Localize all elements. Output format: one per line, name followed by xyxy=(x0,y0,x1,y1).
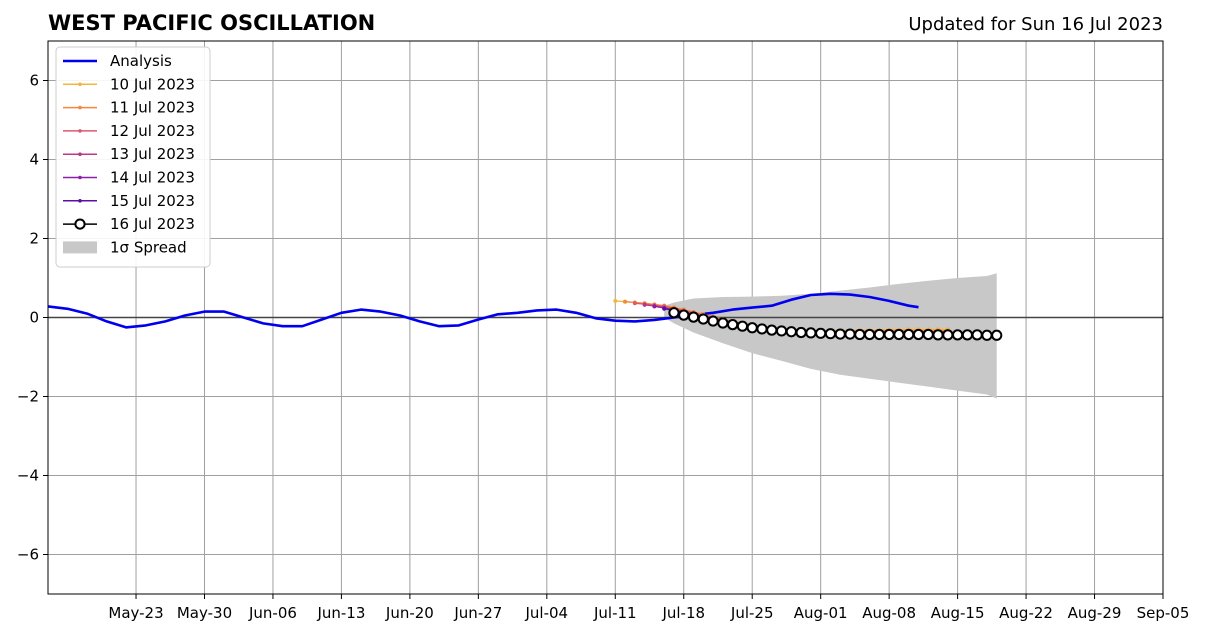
forecast-point xyxy=(652,304,657,309)
legend-box xyxy=(55,46,211,268)
legend-label: 1σ Spread xyxy=(110,238,187,256)
x-tick-label: Aug-15 xyxy=(931,604,985,622)
legend-swatch-marker xyxy=(74,218,86,230)
forecast-point xyxy=(922,328,934,341)
y-tick-label: 0 xyxy=(29,309,39,327)
legend-label: 14 Jul 2023 xyxy=(110,169,195,187)
x-tick-label: May-30 xyxy=(177,604,232,622)
x-tick-label: Jun-13 xyxy=(316,604,365,622)
forecast-point xyxy=(707,315,719,327)
forecast-point xyxy=(785,326,797,338)
forecast-point xyxy=(952,329,964,341)
x-tick-label: May-23 xyxy=(108,604,163,622)
x-tick-label: Jun-06 xyxy=(248,604,297,622)
forecast-point xyxy=(883,328,895,341)
legend: Analysis 10 Jul 2023 11 Jul 2023 12 Jul 202… xyxy=(55,46,211,268)
forecast-point xyxy=(736,320,749,332)
forecast-point xyxy=(903,328,915,341)
legend-label: 10 Jul 2023 xyxy=(110,75,195,93)
forecast-point xyxy=(932,329,944,341)
x-tick-label: Jun-27 xyxy=(453,604,502,622)
forecast-point xyxy=(942,329,954,341)
forecast-point xyxy=(632,301,637,306)
forecast-point xyxy=(687,311,700,323)
forecast-point xyxy=(824,328,837,340)
legend-swatch-marker xyxy=(78,105,82,110)
forecast-point xyxy=(863,328,876,341)
legend-swatch-marker xyxy=(78,129,82,133)
forecast-point xyxy=(613,298,618,303)
y-tick-label: −6 xyxy=(17,546,39,564)
legend-label: 12 Jul 2023 xyxy=(110,122,195,140)
forecast-point xyxy=(623,299,628,304)
forecast-point xyxy=(662,306,667,311)
series-layer xyxy=(47,292,1003,341)
forecast-point xyxy=(678,309,690,321)
legend-label: 16 Jul 2023 xyxy=(110,215,195,233)
forecast-point xyxy=(805,327,817,339)
forecast-point xyxy=(756,323,768,335)
forecast-point xyxy=(971,329,983,341)
y-tick-label: −4 xyxy=(17,467,39,485)
x-tick-label: Jul-04 xyxy=(525,604,569,622)
x-tick-label: Jul-18 xyxy=(661,604,705,622)
forecast-point xyxy=(981,329,993,341)
forecast-point xyxy=(766,324,778,336)
forecast-point xyxy=(834,328,846,340)
forecast-point xyxy=(991,329,1003,341)
analysis-line xyxy=(47,292,919,329)
legend-swatch-marker xyxy=(78,175,82,180)
forecast-point xyxy=(795,326,807,339)
x-tick-label: Jul-11 xyxy=(593,604,637,622)
legend-swatch xyxy=(63,241,97,254)
chart-subtitle: Updated for Sun 16 Jul 2023 xyxy=(908,14,1163,35)
y-tick-label: 2 xyxy=(29,230,39,248)
y-tick-label: 6 xyxy=(29,72,39,90)
forecast-point xyxy=(815,327,827,339)
x-tick-label: Jun-20 xyxy=(385,604,434,622)
forecast-point xyxy=(642,302,647,307)
forecast-point xyxy=(746,322,758,334)
x-tick-label: Aug-01 xyxy=(794,604,848,622)
forecast-point xyxy=(775,325,788,337)
forecast-point xyxy=(844,328,856,340)
x-tick-label: Aug-08 xyxy=(862,604,916,622)
x-tick-label: Jul-25 xyxy=(730,604,774,622)
legend-swatch-marker xyxy=(78,82,82,87)
forecast-point xyxy=(873,328,885,341)
axis-ticks: May-23 May-30 Jun-06 Jun-13 Jun-20 Jun-27 Jul-… xyxy=(17,72,1190,623)
chart-title: WEST PACIFIC OSCILLATION xyxy=(48,11,375,35)
legend-label: 15 Jul 2023 xyxy=(110,192,195,210)
x-tick-label: Sep-05 xyxy=(1137,604,1190,622)
legend-label: Analysis xyxy=(110,52,172,70)
forecast-point xyxy=(912,328,925,341)
forecast-series xyxy=(668,307,1003,341)
legend-swatch-marker xyxy=(78,152,82,156)
forecast-point xyxy=(717,317,729,329)
legend-label: 11 Jul 2023 xyxy=(110,99,195,117)
y-tick-label: −2 xyxy=(17,388,39,406)
forecast-point xyxy=(668,307,680,319)
forecast-point xyxy=(893,328,905,341)
y-tick-label: 4 xyxy=(29,151,39,169)
forecast-point xyxy=(961,329,973,341)
forecast-point xyxy=(697,313,709,325)
legend-swatch-marker xyxy=(78,199,82,203)
x-tick-label: Aug-29 xyxy=(1068,604,1122,622)
forecast-point xyxy=(854,328,866,341)
legend-label: 13 Jul 2023 xyxy=(110,145,195,163)
x-tick-label: Aug-22 xyxy=(999,604,1053,622)
forecast-point xyxy=(727,319,739,331)
